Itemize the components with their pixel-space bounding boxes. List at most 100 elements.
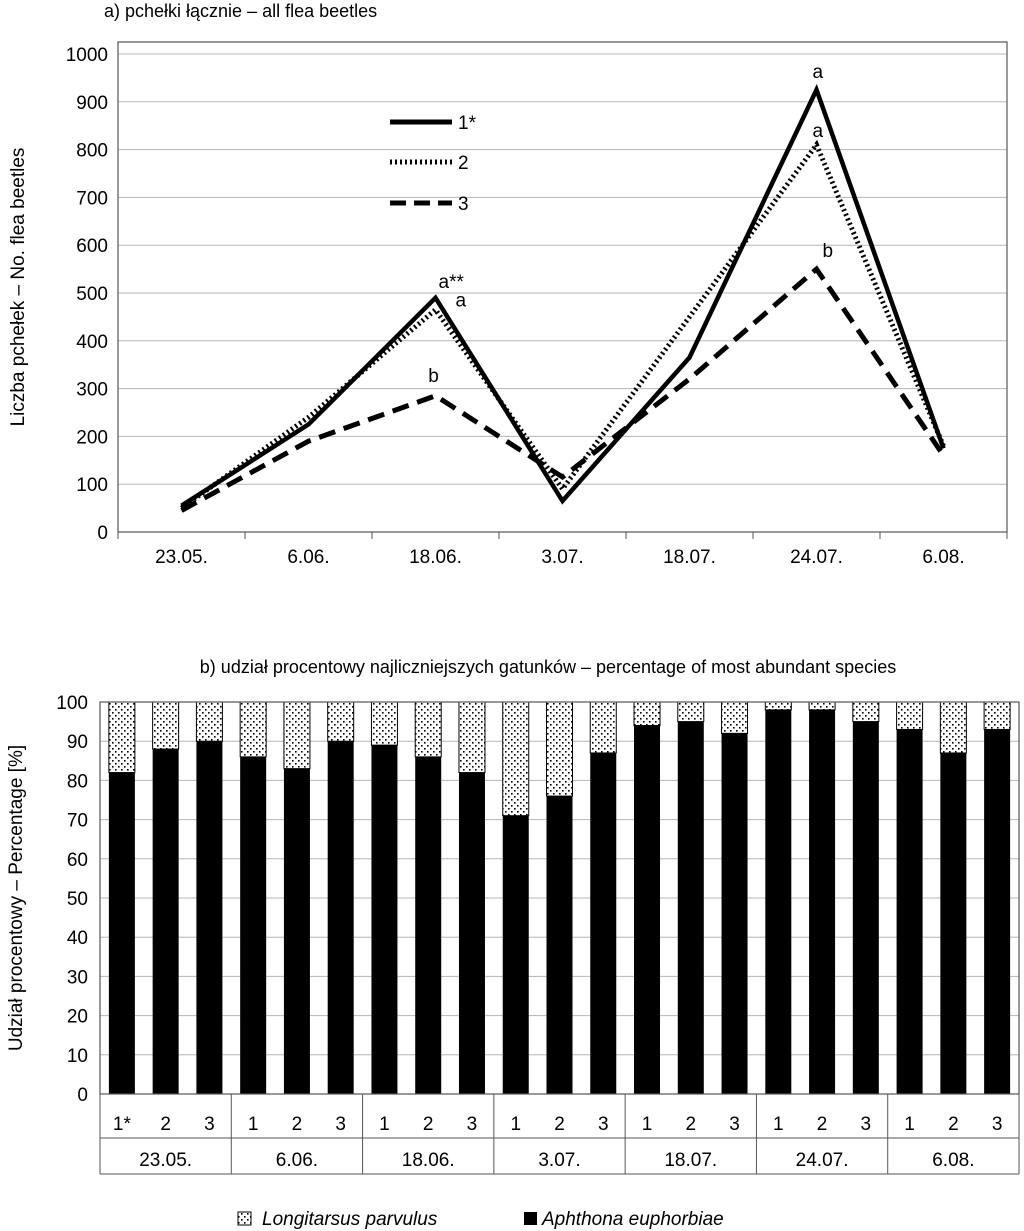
bar-aphthona <box>590 752 617 1094</box>
bar-longitarsus <box>152 701 180 750</box>
bar-chart-y-tick: 0 <box>77 1085 88 1106</box>
line-chart-grid <box>118 53 1007 485</box>
bar-chart-y-tick: 20 <box>67 1007 88 1028</box>
bar-chart-bars <box>108 701 1011 1094</box>
bar-longitarsus <box>633 701 661 727</box>
line-chart-y-tick: 600 <box>76 236 108 257</box>
bar-chart-subcategory-label: 2 <box>817 1114 828 1135</box>
line-chart-y-tick: 200 <box>76 427 108 448</box>
bar-longitarsus <box>108 701 136 774</box>
bar-chart-y-tick: 70 <box>67 811 88 832</box>
bar-chart-frame <box>99 701 1020 1095</box>
bar-aphthona <box>502 815 529 1094</box>
line-chart-x-tick: 6.06. <box>287 547 329 568</box>
bar-chart-subcategory-label: 3 <box>467 1114 478 1135</box>
bar-chart-y-tick: 50 <box>67 889 88 910</box>
bar-longitarsus <box>589 701 617 754</box>
bar-aphthona <box>677 721 704 1094</box>
bar-chart-group-label: 24.07. <box>796 1150 849 1171</box>
bar-chart-title: b) udział procentowy najliczniejszych ga… <box>200 657 896 677</box>
bar-aphthona <box>371 745 398 1094</box>
bar-chart-subcategory-label: 2 <box>160 1114 171 1135</box>
line-chart-x-tick: 6.08. <box>922 547 964 568</box>
bar-longitarsus <box>283 701 311 770</box>
bar-longitarsus <box>370 701 398 746</box>
bar-longitarsus <box>677 701 705 723</box>
bar-chart-subcategory-label: 2 <box>685 1114 696 1135</box>
bar-aphthona <box>852 721 879 1094</box>
bar-longitarsus <box>546 701 573 797</box>
bar-aphthona <box>240 756 267 1094</box>
bar-chart-y-ticks: 0 10 20 30 40 50 60 70 80 90 100 <box>56 693 88 1106</box>
bar-chart-y-label: Udział procentowy – Percentage [%] <box>6 745 27 1051</box>
line-chart-y-tick: 800 <box>76 141 108 162</box>
bar-chart-subcategory-label: 2 <box>423 1114 434 1135</box>
bar-chart-subcategory-label: 2 <box>292 1114 303 1135</box>
bar-longitarsus <box>808 701 836 711</box>
bar-aphthona <box>546 796 573 1094</box>
bar-longitarsus <box>239 701 267 758</box>
line-series-2 <box>180 139 946 511</box>
bar-chart-group-label: 18.07. <box>664 1150 717 1171</box>
line-chart-series <box>180 83 946 513</box>
bar-chart-y-tick: 10 <box>67 1046 88 1067</box>
line-chart-y-tick: 400 <box>76 332 108 353</box>
bar-chart-y-tick: 40 <box>67 928 88 949</box>
line-chart-y-tick: 500 <box>76 284 108 305</box>
bar-chart-subcategory-label: 1 <box>248 1114 259 1135</box>
line-chart-x-tick: 23.05. <box>155 547 208 568</box>
line-chart-y-tick: 900 <box>76 93 108 114</box>
line-chart-x-tick: 24.07. <box>790 547 843 568</box>
bar-chart-subcategory-label: 1 <box>379 1114 390 1135</box>
line-series-3 <box>180 265 946 513</box>
legend-label-series-2: 2 <box>458 153 469 174</box>
line-chart-frame <box>117 41 1008 533</box>
bar-aphthona <box>152 749 179 1094</box>
legend-swatch-aphthona <box>524 1212 537 1225</box>
bar-chart-subcategory-label: 3 <box>992 1114 1003 1135</box>
line-chart-title: a) pchełki łącznie – all flea beetles <box>104 1 377 21</box>
bar-chart-group-label: 23.05. <box>139 1150 192 1171</box>
bar-chart-x-axis: 1* 2 3 23.05. 1 2 3 6.06. 1 2 3 18.06. 1 2 3 3.07. 1 2 3 18… <box>99 1094 1020 1175</box>
line-chart-annotation: a** <box>439 272 465 293</box>
line-chart: a) pchełki łącznie – all flea beetles 0 1… <box>8 1 1008 568</box>
bar-aphthona <box>765 709 792 1094</box>
bar-chart-group-label: 3.07. <box>538 1150 580 1171</box>
bar-aphthona <box>458 772 485 1094</box>
bar-chart-y-tick: 60 <box>67 850 88 871</box>
line-series-1 <box>180 83 946 508</box>
bar-longitarsus <box>896 701 924 730</box>
bar-chart-legend: Longitarsus parvulus Aphthona euphorbiae <box>237 1209 724 1230</box>
bar-aphthona <box>896 729 923 1094</box>
bar-chart-subcategory-label: 3 <box>729 1114 740 1135</box>
line-chart-annotation: b <box>428 366 439 387</box>
bar-chart-subcategory-label: 3 <box>204 1114 215 1135</box>
line-chart-y-tick: 0 <box>97 523 108 544</box>
bar-aphthona <box>415 756 442 1094</box>
bar-aphthona <box>196 741 223 1094</box>
bar-chart-subcategory-label: 1 <box>904 1114 915 1135</box>
bar-aphthona <box>809 709 836 1094</box>
line-chart-x-tick: 3.07. <box>541 547 583 568</box>
bar-aphthona <box>327 741 354 1094</box>
bar-aphthona <box>721 733 748 1094</box>
bar-chart-subcategory-label: 1 <box>773 1114 784 1135</box>
line-chart-annotation: b <box>823 241 834 262</box>
bar-chart-group-label: 18.06. <box>402 1150 455 1171</box>
line-chart-y-ticks: 0 100 200 300 400 500 600 700 800 900 1000 <box>66 45 108 544</box>
bar-chart-subcategory-label: 1* <box>113 1114 132 1135</box>
line-chart-y-label: Liczba pchełek – No. flea beetles <box>8 148 29 427</box>
legend-label-series-1: 1* <box>458 113 477 134</box>
bar-aphthona <box>940 752 967 1094</box>
bar-aphthona <box>634 725 661 1094</box>
line-chart-y-tick: 1000 <box>66 45 108 66</box>
bar-chart-subcategory-label: 1 <box>642 1114 653 1135</box>
stacked-bar-chart: b) udział procentowy najliczniejszych ga… <box>6 657 1020 1230</box>
bar-longitarsus <box>195 701 223 742</box>
line-chart-legend: 1* 2 3 <box>390 113 477 215</box>
legend-label-aphthona: Aphthona euphorbiae <box>541 1209 724 1230</box>
bar-longitarsus <box>983 701 1011 730</box>
bar-aphthona <box>984 729 1011 1094</box>
